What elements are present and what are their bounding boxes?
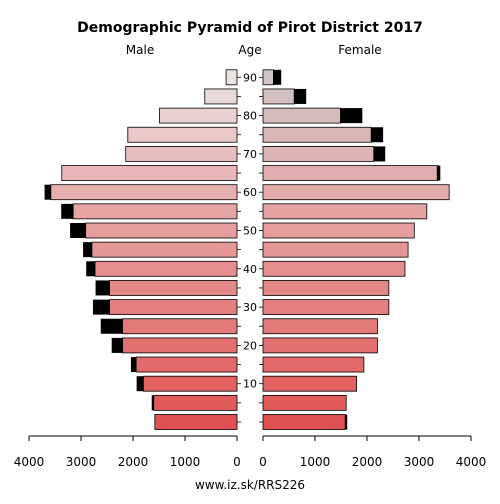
male-x-tick-label-3000: 3000 [66,455,97,469]
female-bar-20-24 [262,337,378,354]
female-bar-extra-65-69 [437,165,441,181]
male-bar-extra-35-39 [95,280,110,296]
male-x-tick-label-0: 0 [233,455,241,469]
male-bar-extra-45-49 [83,242,92,258]
female-x-tick-label-2000: 2000 [352,455,383,469]
female-bar-80-84 [262,107,341,124]
male-bar-extra-40-44 [86,261,96,277]
bars-group [44,69,450,430]
age-tick-label-20: 20 [243,339,257,352]
male-bar-70-74 [125,145,238,162]
male-bar-extra-55-59 [61,203,74,219]
male-bar-65-69 [61,165,238,181]
female-bar-65-69 [262,165,438,181]
axes-group: 10 20 30 40 50 60 70 80 90 4000 3000 2000 1000 0 0 1000… [14,71,487,469]
male-bar-extra-5-9 [151,395,154,411]
male-bar-0-4 [154,414,238,430]
male-bar-5-9 [153,394,238,411]
female-bar-10-14 [262,375,357,392]
female-bar-85-89 [262,88,295,105]
female-x-tick-label-0: 0 [259,455,267,469]
female-x-tick-label-4000: 4000 [456,455,487,469]
male-bar-extra-10-14 [136,376,144,392]
chart-title: Demographic Pyramid of Pirot District 20… [77,20,423,36]
male-bar-extra-50-54 [70,223,86,238]
female-bar-5-9 [262,394,347,411]
female-bar-extra-0-4 [345,414,348,430]
female-bar-30-34 [262,299,390,316]
male-bar-15-19 [135,356,238,373]
age-tick-label-90: 90 [243,71,257,84]
female-bar-35-39 [262,280,390,296]
male-bar-20-24 [122,337,238,354]
male-bar-75-79 [127,126,238,143]
female-bar-60-64 [262,184,450,201]
male-bar-40-44 [94,260,238,277]
male-bar-60-64 [50,184,238,201]
female-bar-40-44 [262,260,406,277]
female-x-tick-label-3000: 3000 [404,455,435,469]
female-bar-25-29 [262,318,378,335]
age-tick-label-10: 10 [243,378,257,391]
male-bar-85-89 [204,88,238,105]
male-bar-30-34 [109,299,238,316]
footer-url[interactable]: www.iz.sk/RRS226 [195,478,305,492]
age-tick-label-40: 40 [243,263,257,276]
female-bar-extra-85-89 [294,88,307,104]
female-bar-75-79 [262,126,372,143]
male-bar-35-39 [109,280,238,296]
male-x-tick-label-1000: 1000 [170,455,201,469]
male-bar-10-14 [142,375,238,392]
age-tick-label-30: 30 [243,301,257,314]
age-label: Age [238,43,261,57]
male-bar-extra-60-64 [44,184,51,200]
male-bar-45-49 [91,241,238,258]
age-tick-label-80: 80 [243,110,257,123]
age-tick-label-50: 50 [243,225,257,238]
female-bar-extra-90+ [273,69,282,85]
age-tick-label-60: 60 [243,186,257,199]
male-x-tick-label-4000: 4000 [14,455,45,469]
female-bar-extra-80-84 [340,108,363,124]
female-bar-90+ [262,69,274,86]
male-bar-extra-30-34 [92,299,110,315]
female-bar-extra-75-79 [371,127,384,143]
male-bar-80-84 [159,107,238,124]
female-bar-0-4 [262,414,346,430]
male-x-tick-label-2000: 2000 [118,455,149,469]
female-bar-70-74 [262,145,375,162]
female-bar-55-59 [262,203,428,220]
male-label: Male [126,43,154,57]
age-tick-label-70: 70 [243,148,257,161]
female-x-tick-label-1000: 1000 [300,455,331,469]
male-bar-extra-20-24 [111,337,123,353]
male-bar-25-29 [122,318,238,335]
female-bar-45-49 [262,241,409,258]
female-bar-50-54 [262,222,415,239]
male-bar-extra-15-19 [130,357,137,373]
male-bar-50-54 [85,222,238,239]
female-bar-15-19 [262,356,365,373]
female-label: Female [338,43,381,57]
male-bar-55-59 [72,203,238,220]
female-bar-extra-70-74 [373,146,386,162]
male-bar-90+ [225,69,238,86]
male-bar-extra-25-29 [100,318,123,334]
